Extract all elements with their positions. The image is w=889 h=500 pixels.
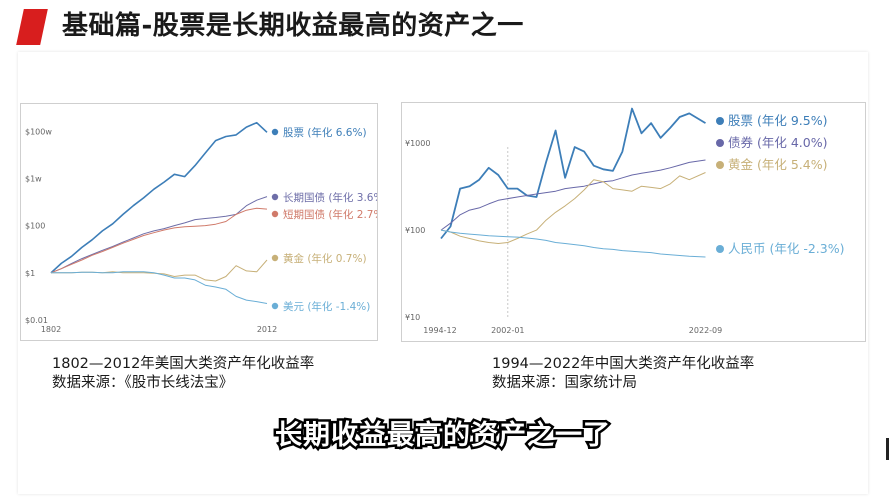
title-accent-bar [16, 9, 48, 45]
legend-label: 股票 (年化 9.5%) [728, 113, 827, 128]
series-line [440, 159, 706, 231]
video-subtitle: 长期收益最高的资产之一了 [273, 418, 613, 454]
legend-label: 债券 (年化 4.0%) [728, 135, 827, 150]
x-tick-label: 1994-12 [423, 326, 456, 335]
legend-label: 黄金 (年化 0.7%) [283, 252, 367, 265]
series-line [50, 121, 268, 274]
x-tick-label: 2022-09 [689, 326, 722, 335]
legend-dot [716, 139, 724, 147]
legend-label: 短期国债 (年化 2.7%) [283, 208, 377, 221]
series-line [50, 196, 268, 274]
series-line [51, 271, 268, 304]
legend-label: 黄金 (年化 5.4%) [728, 157, 827, 172]
x-tick-label: 2002-01 [491, 326, 524, 335]
legend-dot [271, 210, 279, 218]
x-tick-label: 2012 [257, 325, 277, 334]
legend-dot [716, 117, 724, 125]
legend-dot [271, 254, 279, 262]
us-chart-caption-title: 1802—2012年美国大类资产年化收益率 [52, 356, 315, 372]
legend-dot [716, 245, 724, 253]
us-asset-chart: $100w $1w $100 $1 $0.01 1802 2012 股票 (年化 6.6%) 长… [20, 103, 378, 341]
china-asset-chart: ¥1000 ¥100 ¥10 1994-12 2002-01 2022-09 股票 (年化 … [401, 102, 866, 342]
y-tick-label: $1 [25, 269, 35, 278]
y-tick-label: $100w [25, 127, 52, 136]
china-chart-caption: 1994—2022年中国大类资产年化收益率 数据来源：国家统计局 [492, 355, 754, 393]
china-chart-caption-title: 1994—2022年中国大类资产年化收益率 [492, 356, 755, 372]
legend-dot [271, 128, 279, 136]
legend-label: 股票 (年化 6.6%) [283, 126, 367, 139]
series-line [50, 207, 268, 274]
us-chart-caption-source: 数据来源：《股市长线法宝》 [52, 375, 234, 391]
y-tick-label: ¥100 [405, 226, 425, 235]
y-tick-label: $100 [25, 222, 45, 231]
y-tick-label: $1w [25, 174, 42, 183]
legend-dot [271, 193, 279, 201]
legend-label: 长期国债 (年化 3.6%) [283, 191, 377, 204]
china-chart-caption-source: 数据来源：国家统计局 [492, 375, 637, 391]
series-line [440, 107, 706, 240]
series-line [51, 259, 268, 282]
legend-dot [271, 302, 279, 310]
us-chart-caption: 1802—2012年美国大类资产年化收益率 数据来源：《股市长线法宝》 [52, 355, 314, 393]
legend-label: 人民币 (年化 -2.3%) [728, 241, 844, 256]
legend-label: 美元 (年化 -1.4%) [283, 300, 370, 313]
y-tick-label: ¥1000 [405, 139, 430, 148]
y-tick-label: $0.01 [25, 316, 48, 325]
legend-dot [716, 161, 724, 169]
x-tick-label: 1802 [41, 325, 61, 334]
y-tick-label: ¥10 [405, 313, 420, 322]
edge-marker [886, 438, 889, 460]
series-line [440, 229, 706, 258]
series-line [440, 172, 706, 244]
slide-title: 基础篇-股票是长期收益最高的资产之一 [62, 11, 524, 41]
